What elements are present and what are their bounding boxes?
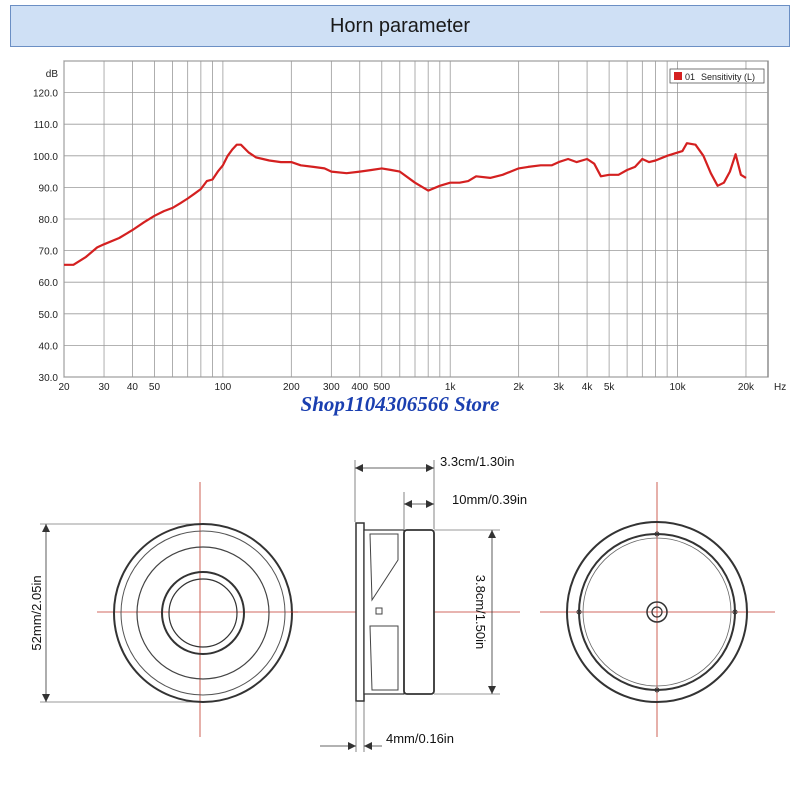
y-tick-label: 110.0 [34, 120, 59, 131]
back-hole-bottom [654, 687, 660, 693]
legend-swatch [674, 72, 682, 80]
y-tick-label: 30.0 [39, 373, 59, 384]
legend-label: Sensitivity (L) [701, 72, 755, 82]
dim-33cm-label: 3.3cm/1.30in [440, 454, 514, 469]
dim-52mm-label: 52mm/2.05in [29, 575, 44, 650]
front-dust-cap-inner [168, 578, 238, 648]
x-axis-label: Hz [774, 382, 786, 390]
back-pole-outer [646, 601, 668, 623]
side-front-rim [355, 522, 365, 702]
y-tick-label: 50.0 [39, 310, 59, 321]
side-window-bottom [369, 625, 399, 691]
x-tick-label: 50 [149, 382, 161, 390]
front-dust-cap-outer [161, 571, 245, 655]
x-tick-label: 300 [323, 382, 340, 390]
x-tick-label: 3k [553, 382, 565, 390]
dim33-arrows [355, 464, 434, 472]
side-view: 3.3cm/1.30in 10mm/0.39in 3.8cm/1.50in 4m… [290, 454, 527, 752]
frequency-response-chart: 30.0 40.0 50.0 60.0 70.0 80.0 90.0 100.0 110.0 12… [33, 60, 786, 390]
side-window-top [369, 533, 399, 602]
x-tick-label: 400 [351, 382, 368, 390]
dim4-arrows [348, 742, 372, 750]
back-hole-right [732, 609, 738, 615]
dim-4mm-label: 4mm/0.16in [386, 731, 454, 746]
store-label: Shop1104306566 Store [300, 392, 500, 416]
x-tick-label: 1k [445, 382, 457, 390]
x-tick-label: 40 [127, 382, 139, 390]
front-view: 52mm/2.05in [29, 482, 298, 737]
y-tick-label: 80.0 [39, 215, 59, 226]
x-tick-label: 4k [582, 382, 594, 390]
x-tick-label: 2k [513, 382, 525, 390]
x-tick-label: 30 [98, 382, 110, 390]
legend-box [669, 68, 765, 84]
y-tick-label: 120.0 [33, 89, 58, 100]
banner-title: Horn parameter [329, 14, 471, 37]
x-tick-label: 20 [58, 382, 70, 390]
y-tick-label: 60.0 [39, 278, 59, 289]
back-basket-ring [582, 537, 732, 687]
x-tick-label: 500 [373, 382, 390, 390]
side-magnet [403, 529, 435, 695]
back-pole-inner [651, 606, 663, 618]
series-line [64, 142, 747, 266]
x-tick-label: 10k [669, 382, 686, 390]
speaker-dimension-drawings: 52mm/2.05in 3.3cm/1.30in 10mm/0.39in 3.8… [29, 454, 775, 752]
y-axis-label: dB [46, 69, 59, 80]
back-inner-ring [578, 533, 736, 691]
side-terminal [375, 607, 383, 615]
legend-id: 01 [685, 72, 695, 82]
back-hole-left [576, 609, 582, 615]
banner: Horn parameter [10, 5, 790, 47]
back-view [540, 482, 775, 737]
x-tick-label: 20k [738, 382, 755, 390]
front-rim [120, 530, 286, 696]
y-tick-label: 70.0 [39, 247, 59, 258]
front-surround [136, 546, 270, 680]
y-tick-label: 40.0 [39, 341, 59, 352]
x-tick-label: 5k [604, 382, 616, 390]
back-outer-ring [566, 521, 748, 703]
y-tick-label: 100.0 [33, 152, 58, 163]
dim10-arrows [404, 500, 434, 508]
y-tick-label: 90.0 [39, 183, 59, 194]
x-tick-label: 100 [215, 382, 232, 390]
dim-38cm-label: 3.8cm/1.50in [473, 575, 488, 649]
back-hole-top [654, 531, 660, 537]
x-tick-label: 200 [283, 382, 300, 390]
dim-10mm-label: 10mm/0.39in [452, 492, 527, 507]
front-outer-ring [113, 523, 293, 703]
